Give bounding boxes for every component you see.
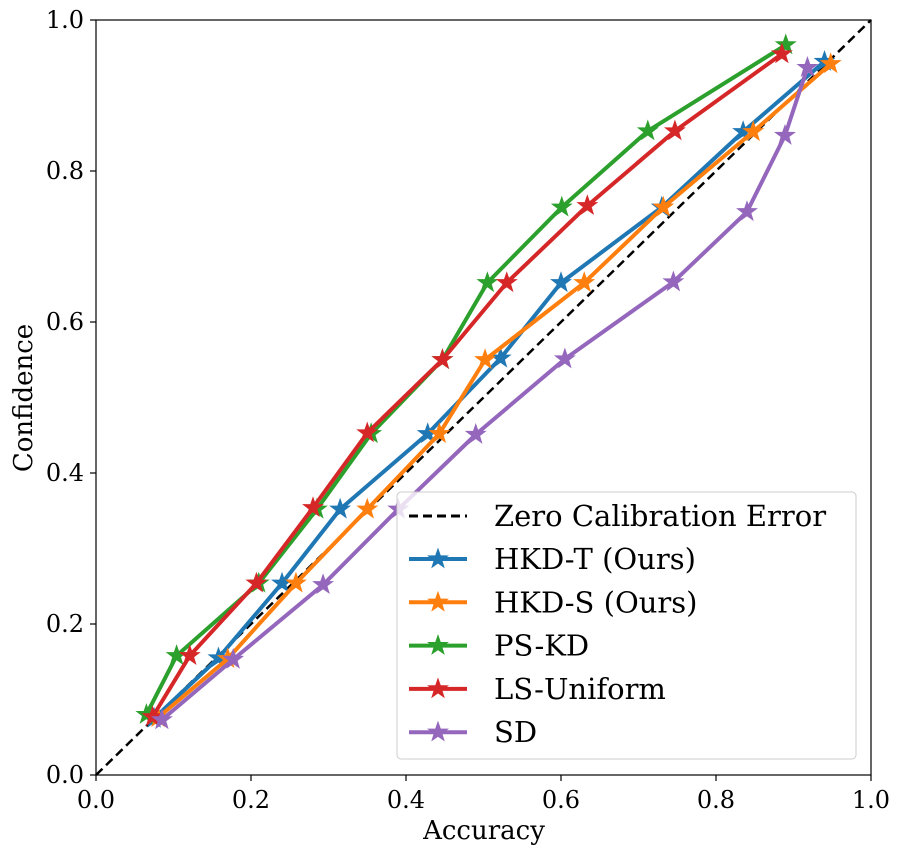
data-point-ls-uniform-3 bbox=[245, 571, 268, 593]
y-tick-label: 0.0 bbox=[46, 761, 84, 789]
legend-label-hkd-t-ours: HKD-T (Ours) bbox=[494, 542, 696, 576]
data-point-ls-uniform-1 bbox=[141, 705, 164, 727]
data-point-hkd-t-ours-7 bbox=[550, 271, 572, 293]
legend-marker-ps-kd bbox=[427, 634, 449, 655]
x-axis-label: Accuracy bbox=[422, 816, 545, 846]
legend-marker-hkd-s-ours bbox=[427, 590, 449, 612]
x-tick-label: 1.0 bbox=[852, 786, 890, 814]
x-tick-label: 0.2 bbox=[232, 786, 270, 814]
data-point-sd-5 bbox=[464, 422, 487, 444]
data-point-ls-uniform-9 bbox=[663, 119, 686, 141]
data-point-hkd-s-ours-8 bbox=[652, 195, 675, 217]
data-point-hkd-s-ours-6 bbox=[474, 348, 497, 370]
legend-item-ls-uniform: LS-Uniform bbox=[409, 672, 666, 706]
data-point-ls-uniform-5 bbox=[356, 421, 379, 443]
x-tick-label: 0.4 bbox=[387, 786, 425, 814]
series-ls-uniform bbox=[141, 42, 793, 727]
data-point-ls-uniform-6 bbox=[431, 348, 454, 370]
x-axis: 0.0 0.2 0.4 0.6 0.8 1.0 Accuracy bbox=[77, 775, 890, 846]
data-point-ps-kd-9 bbox=[636, 119, 659, 141]
x-tick-label: 0.8 bbox=[697, 786, 735, 814]
data-point-ls-uniform-8 bbox=[576, 194, 599, 216]
data-point-hkd-t-ours-4 bbox=[329, 497, 352, 519]
x-tick-label: 0.0 bbox=[77, 786, 115, 814]
legend-marker-sd bbox=[427, 720, 449, 742]
data-point-hkd-s-ours-3 bbox=[284, 571, 307, 593]
legend-label-ps-kd: PS-KD bbox=[494, 629, 589, 663]
y-tick-label: 0.2 bbox=[46, 610, 84, 638]
data-point-ls-uniform-4 bbox=[302, 496, 324, 518]
data-point-ls-uniform-7 bbox=[495, 271, 518, 293]
data-point-sd-8 bbox=[736, 200, 758, 222]
legend-label-ls-uniform: LS-Uniform bbox=[494, 672, 666, 706]
data-point-ls-uniform-10 bbox=[770, 42, 793, 64]
data-point-sd-7 bbox=[662, 270, 685, 292]
y-tick-label: 1.0 bbox=[46, 6, 84, 34]
legend-box bbox=[396, 491, 857, 760]
y-tick-label: 0.4 bbox=[46, 459, 84, 487]
y-tick-label: 0.8 bbox=[46, 157, 84, 185]
y-axis: 0.0 0.2 0.4 0.6 0.8 1.0 Confidence bbox=[9, 6, 96, 789]
legend-item-hkd-s-ours: HKD-S (Ours) bbox=[409, 585, 697, 619]
data-point-ps-kd-10 bbox=[774, 33, 797, 55]
series-line-ls-uniform bbox=[150, 52, 784, 718]
zero-calibration-line bbox=[95, 19, 872, 776]
legend-marker-hkd-t-ours bbox=[427, 547, 449, 569]
data-point-ps-kd-7 bbox=[476, 271, 499, 293]
y-axis-label: Confidence bbox=[9, 324, 39, 472]
data-point-sd-2 bbox=[222, 647, 245, 669]
data-point-ps-kd-8 bbox=[550, 195, 573, 217]
data-point-sd-3 bbox=[312, 573, 335, 595]
legend-item-sd: SD bbox=[409, 715, 537, 749]
legend-item-ps-kd: PS-KD bbox=[409, 629, 589, 663]
data-point-ls-uniform-2 bbox=[178, 644, 201, 666]
legend-label-zero-calibration: Zero Calibration Error bbox=[494, 499, 826, 533]
data-point-hkd-s-ours-9 bbox=[742, 120, 765, 142]
plot-area bbox=[95, 19, 872, 776]
y-tick-label: 0.6 bbox=[46, 308, 84, 336]
legend-marker-ls-uniform bbox=[427, 677, 449, 699]
data-point-sd-1 bbox=[150, 708, 173, 730]
series-line-sd bbox=[160, 66, 810, 722]
data-point-hkd-s-ours-10 bbox=[819, 52, 842, 74]
data-point-hkd-s-ours-4 bbox=[356, 497, 379, 519]
data-point-sd-9 bbox=[774, 123, 796, 145]
legend: Zero Calibration Error HKD-T (Ours) HKD-S… bbox=[396, 491, 857, 760]
legend-label-hkd-s-ours: HKD-S (Ours) bbox=[494, 585, 697, 619]
legend-item-hkd-t-ours: HKD-T (Ours) bbox=[409, 542, 696, 576]
data-point-hkd-s-ours-7 bbox=[573, 271, 596, 293]
x-tick-label: 0.6 bbox=[542, 786, 580, 814]
plot-frame bbox=[95, 19, 872, 776]
legend-label-sd: SD bbox=[494, 715, 537, 749]
data-point-sd-6 bbox=[553, 347, 576, 369]
data-point-sd-10 bbox=[796, 56, 819, 77]
data-point-hkd-s-ours-5 bbox=[428, 422, 451, 444]
series-line-hkd-s-ours bbox=[156, 62, 833, 720]
